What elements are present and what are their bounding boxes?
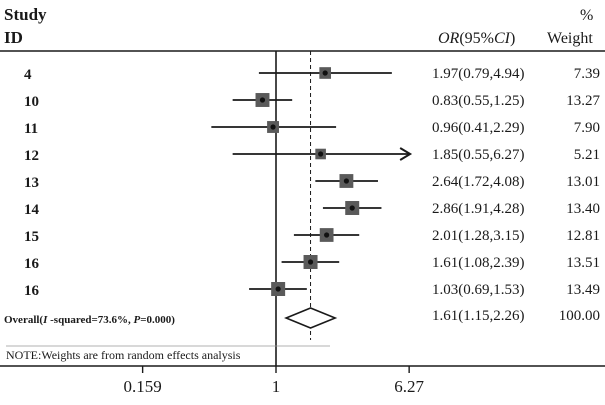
reference-lines bbox=[275, 51, 312, 366]
study-id: 10 bbox=[24, 94, 39, 110]
or-ci-label: 2.64(1.72,4.08) bbox=[432, 174, 525, 190]
study-row: 15 2.01(1.28,3.15) 12.81 bbox=[24, 228, 600, 245]
point-estimate bbox=[270, 124, 276, 130]
point-estimate bbox=[318, 151, 324, 157]
x-tick-label: 6.27 bbox=[394, 377, 424, 396]
weight-value: 13.49 bbox=[566, 282, 600, 298]
or-ci-label: 0.83(0.55,1.25) bbox=[432, 93, 525, 109]
weight-value: 12.81 bbox=[566, 228, 600, 244]
study-row: 12 1.85(0.55,6.27) 5.21 bbox=[24, 147, 600, 164]
study-header: Study bbox=[4, 5, 47, 24]
overall-weight-value: 100.00 bbox=[559, 308, 600, 324]
point-estimate bbox=[349, 205, 355, 211]
weight-header: Weight bbox=[547, 30, 593, 47]
x-axis-ticks: 0.159 1 6.27 bbox=[124, 366, 425, 396]
weight-value: 7.39 bbox=[574, 66, 600, 82]
weight-value: 5.21 bbox=[574, 147, 600, 163]
weight-value: 13.40 bbox=[566, 201, 600, 217]
or-ci-label: 1.03(0.69,1.53) bbox=[432, 282, 525, 298]
study-id: 11 bbox=[24, 121, 38, 137]
study-id: 13 bbox=[24, 175, 39, 191]
study-id: 12 bbox=[24, 148, 39, 164]
or-header: OR(95%CI) bbox=[438, 30, 515, 47]
study-row: 13 2.64(1.72,4.08) 13.01 bbox=[24, 174, 600, 191]
study-row: 11 0.96(0.41,2.29) 7.90 bbox=[24, 120, 600, 137]
overall-row: Overall(I -squared=73.6%, P=0.000) 1.61(1… bbox=[4, 307, 600, 329]
or-ci-label: 2.01(1.28,3.15) bbox=[432, 228, 525, 244]
or-ci-label: 0.96(0.41,2.29) bbox=[432, 120, 525, 136]
study-rows: 4 1.97(0.79,4.94) 7.39 10 0.83(0.55,1.25) 13.… bbox=[24, 66, 601, 299]
overall-diamond bbox=[284, 307, 338, 329]
study-row: 16 1.03(0.69,1.53) 13.49 bbox=[24, 282, 600, 299]
study-row: 4 1.97(0.79,4.94) 7.39 bbox=[24, 66, 600, 83]
or-ci-label: 1.85(0.55,6.27) bbox=[432, 147, 525, 163]
overall-label: Overall(I -squared=73.6%, P=0.000) bbox=[4, 314, 175, 326]
weight-percent-header: % bbox=[580, 7, 593, 24]
point-estimate bbox=[259, 97, 266, 103]
point-estimate bbox=[324, 232, 330, 238]
x-tick-label: 1 bbox=[272, 377, 281, 396]
point-estimate bbox=[275, 286, 281, 292]
study-id: 15 bbox=[24, 229, 39, 245]
study-id: 16 bbox=[24, 283, 40, 299]
or-ci-label: 1.97(0.79,4.94) bbox=[432, 66, 525, 82]
ci-arrow bbox=[399, 147, 413, 161]
overall-or-ci-label: 1.61(1.15,2.26) bbox=[432, 308, 525, 324]
weight-value: 13.51 bbox=[566, 255, 600, 271]
note-text: NOTE:Weights are from random effects ana… bbox=[6, 348, 241, 362]
or-ci-label: 2.86(1.91,4.28) bbox=[432, 201, 525, 217]
weight-value: 13.01 bbox=[566, 174, 600, 190]
point-estimate bbox=[343, 178, 350, 184]
study-id: 16 bbox=[24, 256, 40, 272]
point-estimate bbox=[322, 70, 328, 76]
x-tick-label: 0.159 bbox=[124, 377, 162, 396]
study-row: 16 1.61(1.08,2.39) 13.51 bbox=[24, 255, 600, 272]
study-id: 14 bbox=[24, 202, 40, 218]
study-row: 14 2.86(1.91,4.28) 13.40 bbox=[24, 201, 600, 218]
study-row: 10 0.83(0.55,1.25) 13.27 bbox=[24, 93, 601, 110]
weight-value: 13.27 bbox=[566, 93, 600, 109]
id-header: ID bbox=[4, 28, 23, 47]
point-estimate bbox=[307, 259, 314, 265]
or-ci-label: 1.61(1.08,2.39) bbox=[432, 255, 525, 271]
weight-value: 7.90 bbox=[574, 120, 600, 136]
study-id: 4 bbox=[24, 67, 32, 83]
